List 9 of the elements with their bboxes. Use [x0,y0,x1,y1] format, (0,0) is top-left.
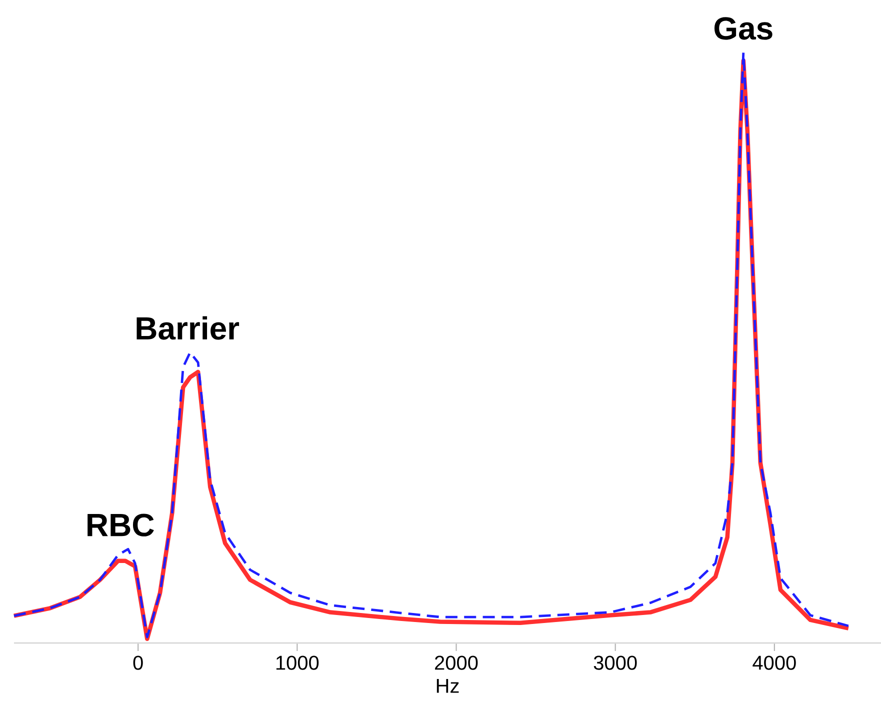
x-tick-label: 4000 [752,656,796,670]
annotation: Barrier [136,316,240,340]
annotation: RBC [88,514,154,536]
annotation: Gas [714,17,772,40]
x-tick-label: 2000 [435,656,478,670]
x-tick-label: 0 [133,656,143,670]
x-tick-label: 3000 [594,656,637,670]
x-axis-title: Hz [436,679,459,693]
x-tick-label: 1000 [276,656,319,670]
